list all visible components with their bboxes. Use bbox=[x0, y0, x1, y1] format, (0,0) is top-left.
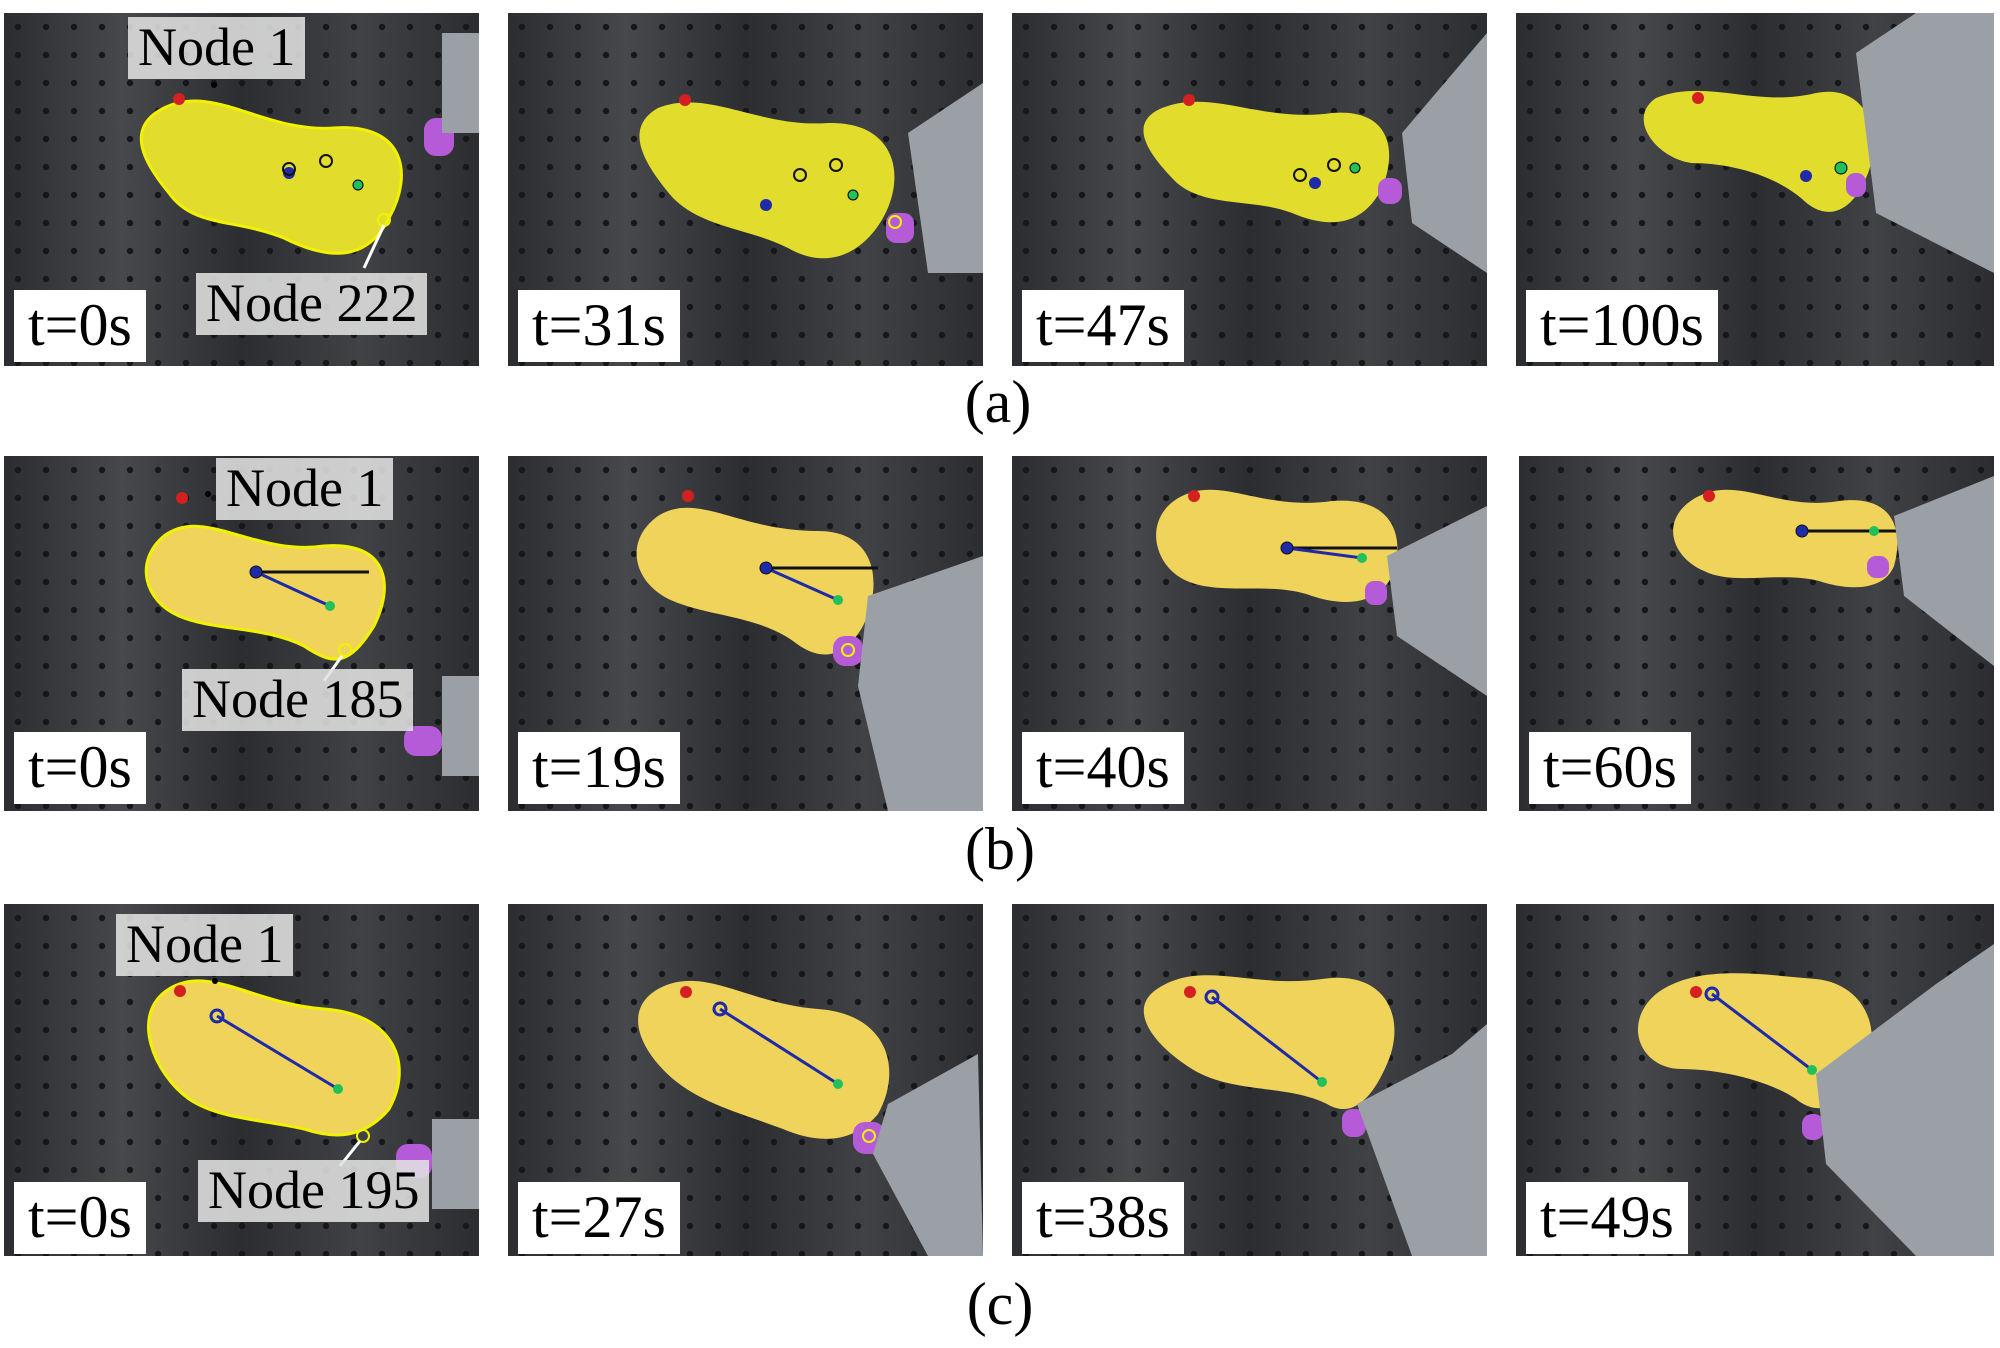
node-start-label: Node 1 bbox=[128, 17, 306, 79]
time-label: t=49s bbox=[1526, 1182, 1688, 1254]
caption-b: (b) bbox=[965, 816, 1035, 882]
time-label: t=40s bbox=[1022, 732, 1184, 804]
time-label: t=0s bbox=[14, 732, 146, 804]
photo-panel-b3: t=40s bbox=[1012, 456, 1487, 811]
time-label: t=0s bbox=[14, 1182, 146, 1254]
caption-c: (c) bbox=[966, 1271, 1034, 1337]
caption-a: (a) bbox=[964, 369, 1032, 435]
time-label: t=100s bbox=[1526, 290, 1718, 362]
gripper bbox=[442, 33, 479, 133]
photo-panel-a2: t=31s bbox=[508, 13, 983, 366]
node-start-label: Node 1 bbox=[216, 458, 394, 520]
photo-panel-b2: t=19s bbox=[508, 456, 983, 811]
time-label: t=27s bbox=[518, 1182, 680, 1254]
node-end-label: Node 195 bbox=[198, 1160, 430, 1222]
photo-panel-a3: t=47s bbox=[1012, 13, 1487, 366]
photo-panel-b1: Node 1 Node 185 t=0s bbox=[4, 456, 479, 811]
node-end-label: Node 185 bbox=[182, 669, 414, 731]
time-label: t=0s bbox=[14, 290, 146, 362]
sponge-scene-b2 bbox=[508, 456, 983, 811]
time-label: t=60s bbox=[1529, 732, 1691, 804]
photo-panel-b4: t=60s bbox=[1519, 456, 1994, 811]
time-label: t=19s bbox=[518, 732, 680, 804]
sponge bbox=[139, 99, 403, 255]
time-label: t=31s bbox=[518, 290, 680, 362]
time-label: t=38s bbox=[1022, 1182, 1184, 1254]
photo-panel-a1: Node 1 Node 222 t=0s bbox=[4, 13, 479, 366]
time-label: t=47s bbox=[1022, 290, 1184, 362]
photo-panel-c1: Node 1 Node 195 t=0s bbox=[4, 904, 479, 1256]
photo-panel-c4: t=49s bbox=[1516, 904, 1994, 1256]
node-end-label: Node 222 bbox=[196, 273, 428, 335]
photo-panel-c3: t=38s bbox=[1012, 904, 1487, 1256]
photo-panel-a4: t=100s bbox=[1516, 13, 1994, 366]
node-start-label: Node 1 bbox=[116, 914, 294, 976]
photo-panel-c2: t=27s bbox=[508, 904, 983, 1256]
red-marker bbox=[173, 93, 185, 105]
